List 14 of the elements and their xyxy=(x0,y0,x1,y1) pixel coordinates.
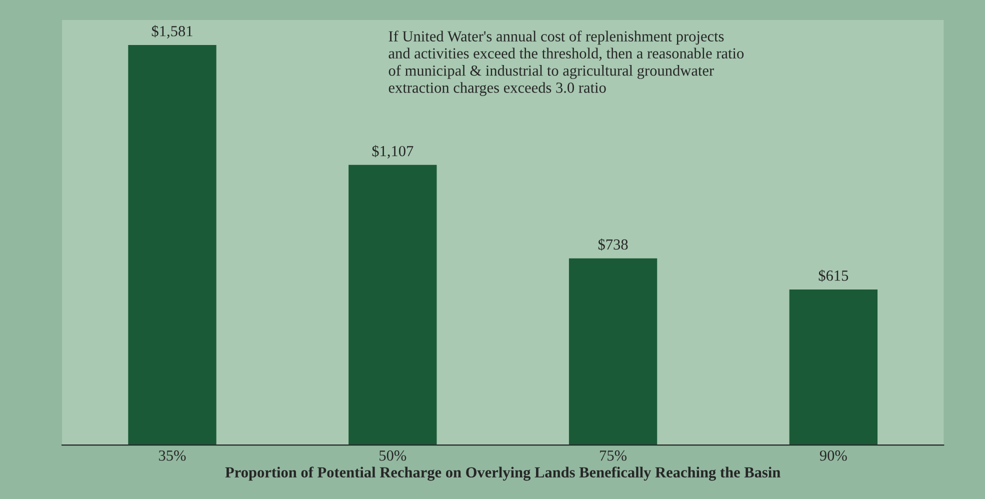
data-label: $1,107 xyxy=(372,145,414,158)
bar xyxy=(348,164,437,446)
x-tick-label: 35% xyxy=(158,450,186,461)
x-tick-label: 75% xyxy=(600,450,627,461)
data-label: $1,581 xyxy=(152,25,192,39)
annotation: If United Water's annual cost of replenishment projects and activities exceed the threshold, then a reasonable ratio of municipal & industrial to agricultural groundwater extraction charges exceeds 3.0 ratio xyxy=(388,30,744,96)
bar xyxy=(568,258,658,446)
bar xyxy=(128,44,216,446)
data-label: $615 xyxy=(818,270,848,282)
x-tick-label: 50% xyxy=(380,450,406,461)
x-axis-title: Proportion of Potential Recharge on Overlying Lands Benefically Reaching the Basin xyxy=(225,466,780,481)
bar xyxy=(789,289,878,446)
data-label: $738 xyxy=(598,238,628,251)
x-tick-label: 90% xyxy=(820,450,847,461)
